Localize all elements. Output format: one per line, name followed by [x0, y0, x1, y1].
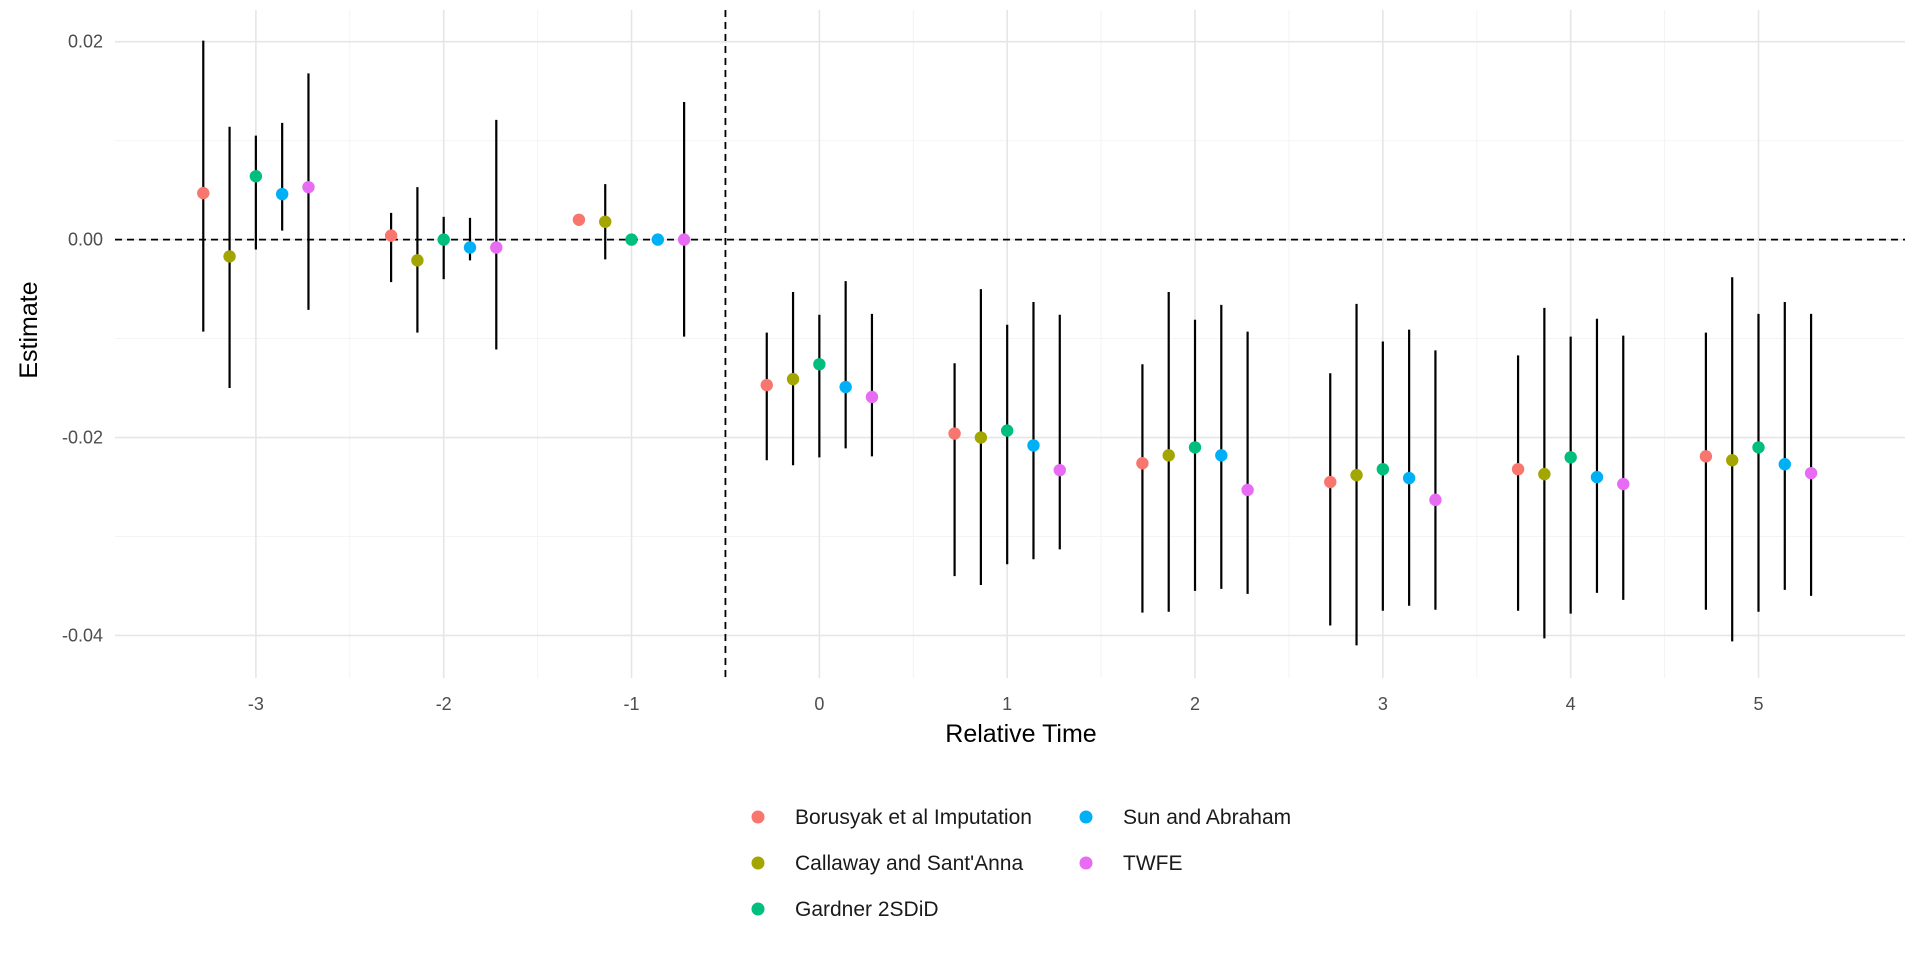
y-axis-ticks: 0.02 0.00 -0.02 -0.04	[62, 32, 103, 646]
y-tick-label: -0.04	[62, 625, 103, 645]
estimate-point	[839, 380, 852, 394]
estimate-point	[1376, 462, 1390, 476]
estimate-point	[1188, 441, 1202, 454]
estimate-point	[384, 229, 398, 242]
legend-key	[751, 810, 765, 824]
y-tick-label: 0.02	[68, 32, 103, 52]
x-tick-label: 3	[1378, 694, 1388, 714]
estimate-point	[275, 187, 289, 201]
estimate-point	[677, 233, 691, 246]
y-tick-label: -0.02	[62, 428, 103, 448]
estimate-point	[197, 186, 210, 200]
legend-key	[751, 902, 765, 916]
estimate-point	[463, 241, 477, 254]
legend-key	[1079, 810, 1093, 824]
reference-lines	[115, 10, 1905, 678]
x-tick-label: 2	[1190, 694, 1200, 714]
estimate-point	[1324, 475, 1337, 489]
estimate-point	[1511, 462, 1525, 476]
estimate-point	[411, 254, 424, 267]
estimate-point	[1564, 451, 1577, 464]
legend-label: Gardner 2SDiD	[795, 898, 939, 921]
y-tick-label: 0.00	[68, 230, 103, 250]
estimate-point	[1350, 468, 1363, 482]
estimate-point	[249, 170, 263, 183]
estimate-point	[651, 233, 665, 246]
estimate-point	[1617, 477, 1630, 491]
x-tick-label: 1	[1002, 694, 1012, 714]
estimate-point	[1215, 449, 1228, 462]
estimate-point	[437, 233, 450, 246]
x-tick-label: -2	[436, 694, 452, 714]
estimate-point	[1136, 457, 1149, 470]
estimate-point	[302, 180, 315, 194]
legend-label: Callaway and Sant'Anna	[795, 852, 1023, 875]
estimate-point	[1000, 424, 1014, 437]
estimate-point	[1027, 439, 1040, 452]
estimate-point	[625, 233, 638, 246]
estimate-point	[490, 241, 503, 254]
estimate-point	[1429, 493, 1442, 507]
y-axis-title: Estimate	[15, 281, 43, 378]
legend-key	[751, 856, 765, 870]
estimate-point	[1752, 441, 1765, 454]
estimate-point	[1699, 450, 1713, 463]
legend-label: TWFE	[1123, 852, 1182, 875]
estimate-point	[572, 213, 586, 227]
estimate-point	[760, 378, 773, 392]
estimate-point	[813, 358, 826, 371]
grid	[115, 10, 1905, 678]
estimate-point	[223, 250, 236, 263]
estimate-point	[1162, 449, 1175, 462]
estimate-point	[948, 427, 961, 440]
estimate-point	[599, 215, 612, 228]
point-estimates	[197, 170, 1818, 507]
estimate-point	[1804, 466, 1818, 480]
legend-key	[1079, 856, 1093, 870]
x-tick-label: -3	[248, 694, 264, 714]
estimate-point	[1538, 467, 1551, 481]
legend-label: Borusyak et al Imputation	[795, 806, 1032, 829]
estimate-point	[974, 431, 988, 444]
estimate-point	[1778, 458, 1791, 471]
estimate-point	[865, 390, 879, 404]
x-axis-title: Relative Time	[945, 720, 1096, 748]
x-tick-label: 4	[1566, 694, 1576, 714]
estimate-point	[1590, 470, 1604, 484]
estimate-point	[1241, 483, 1254, 497]
legend-label: Sun and Abraham	[1123, 806, 1291, 829]
estimate-point	[1725, 454, 1739, 467]
estimate-point	[1053, 463, 1066, 477]
x-tick-label: 0	[814, 694, 824, 714]
x-tick-label: -1	[624, 694, 640, 714]
estimate-point	[786, 372, 800, 386]
legend: Borusyak et al Imputation Callaway and Sa…	[751, 806, 1291, 921]
estimate-point	[1402, 471, 1416, 485]
x-tick-label: 5	[1753, 694, 1763, 714]
x-axis-ticks: -3 -2 -1 0 1 2 3 4 5	[248, 694, 1764, 714]
